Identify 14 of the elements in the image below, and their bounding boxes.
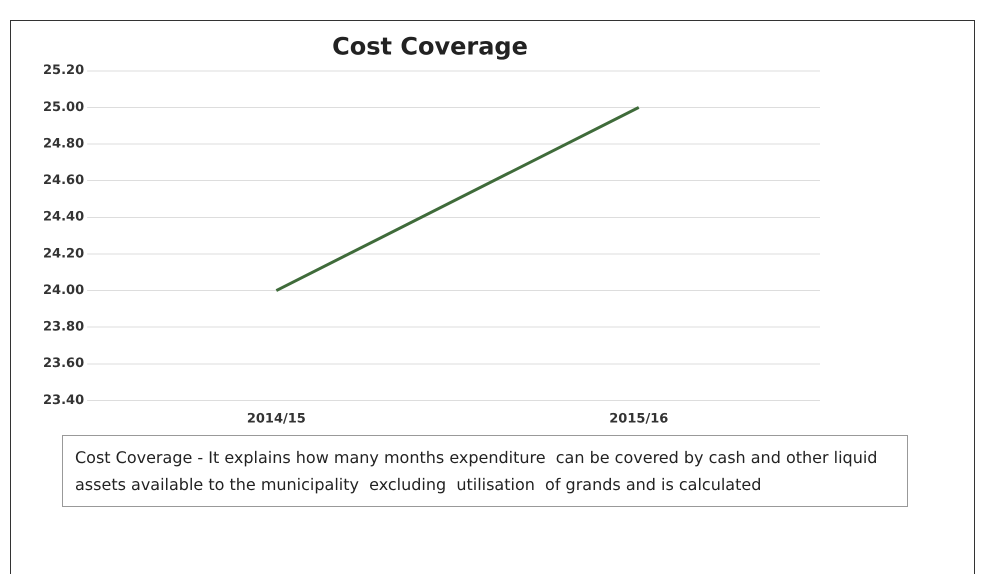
- chart-title: Cost Coverage: [332, 32, 528, 61]
- y-tick-label: 24.20: [42, 246, 84, 262]
- y-tick-label: 23.80: [42, 320, 84, 335]
- y-tick-label: 25.00: [42, 100, 84, 115]
- x-tick-label: 2015/16: [609, 412, 668, 427]
- y-tick-label: 25.20: [42, 63, 84, 78]
- text: Cost Coverage - It explains how many months expenditure can be covered by cash and other liquid assets available to the municipality excluding utilisation of grands and is calculated: [62, 435, 908, 507]
- y-tick-label: 23.40: [42, 392, 84, 408]
- y-tick-label: 24.00: [42, 282, 84, 298]
- y-tick-label: 24.80: [42, 136, 84, 152]
- x-tick-label: 2014/15: [246, 412, 306, 427]
- y-tick-label: 24.60: [42, 173, 84, 188]
- y-tick-label: 24.40: [42, 210, 84, 225]
- y-tick-label: 23.60: [42, 356, 84, 372]
